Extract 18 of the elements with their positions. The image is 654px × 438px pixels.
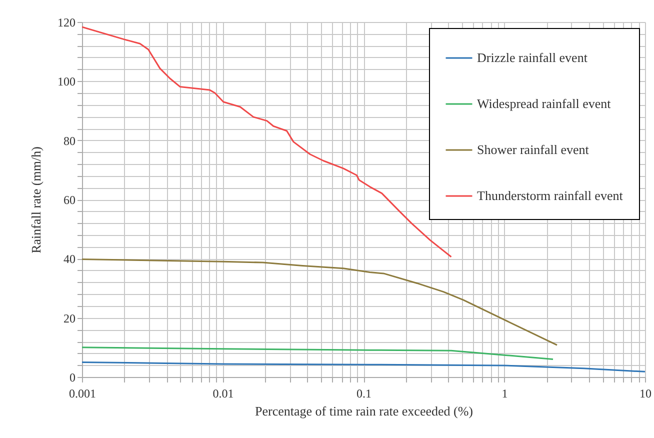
x-tick-label: 0.01 bbox=[212, 386, 234, 400]
legend-label: Widespread rainfall event bbox=[477, 96, 612, 111]
y-tick-label: 0 bbox=[70, 370, 76, 384]
x-tick-label: 0.001 bbox=[69, 386, 96, 400]
x-axis-title: Percentage of time rain rate exceeded (%) bbox=[255, 404, 473, 418]
y-tick-label: 80 bbox=[64, 134, 76, 148]
y-tick-label: 20 bbox=[64, 311, 76, 326]
y-axis-title: Rainfall rate (mm/h) bbox=[28, 146, 44, 254]
y-tick-label: 100 bbox=[58, 74, 76, 89]
legend-label: Drizzle rainfall event bbox=[477, 50, 588, 65]
legend-label: Shower rainfall event bbox=[477, 142, 590, 157]
y-tick-label: 120 bbox=[58, 16, 76, 30]
x-tick-label: 1 bbox=[502, 386, 508, 400]
y-tick-label: 40 bbox=[64, 252, 76, 266]
x-tick-label: 0.1 bbox=[356, 386, 372, 400]
y-tick-label: 60 bbox=[64, 193, 76, 207]
x-tick-label: 10 bbox=[640, 386, 652, 400]
legend-label: Thunderstorm rainfall event bbox=[477, 188, 624, 203]
